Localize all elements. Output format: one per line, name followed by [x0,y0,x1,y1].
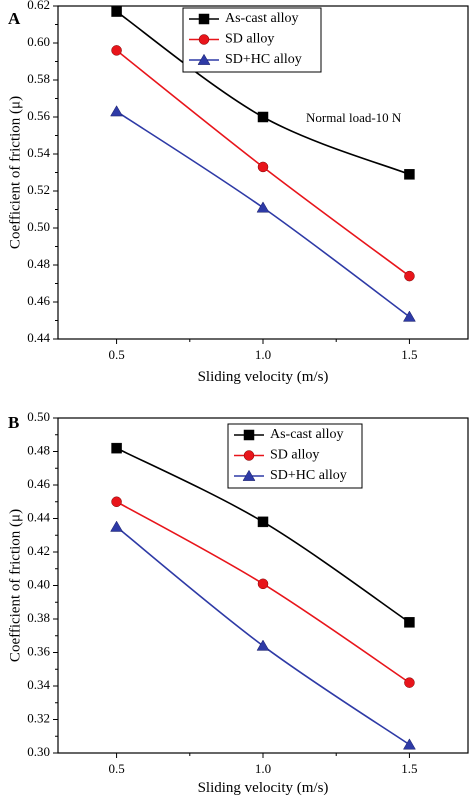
y-tick-label: 0.48 [27,442,50,457]
series-line-2 [116,110,410,318]
y-tick-label: 0.34 [27,677,50,692]
legend-label: SD alloy [225,32,274,47]
data-point [111,442,122,454]
x-tick-label: 0.5 [108,347,124,362]
x-tick-label: 1.0 [255,347,271,362]
chart-panel-a: A 0.44 0.46 0.48 0.50 0.52 0.54 0.56 0.58 0.60 0.6… [7,0,469,385]
legend-label: SD+HC alloy [270,468,347,483]
data-point [110,105,124,117]
data-point [404,677,415,688]
legend-label: SD alloy [270,448,319,463]
x-tick-label: 1.5 [401,347,417,362]
y-tick-label: 0.48 [27,256,50,271]
series-line-2 [116,526,410,746]
chart-panel-b: B 0.30 0.32 0.34 0.36 0.38 0.40 0.42 0.44 0.46 0.4… [7,409,469,796]
data-point [404,169,415,180]
data-point [257,578,269,590]
y-tick-label: 0.46 [27,293,50,308]
x-axis-label: Sliding velocity (m/s) [198,780,329,796]
panel-label: B [8,413,19,432]
y-tick-label: 0.32 [27,710,50,725]
y-tick-label: 0.60 [27,34,50,49]
legend-label: As-cast alloy [270,427,343,442]
x-tick-label: 1.5 [401,761,417,776]
data-point [110,520,124,532]
data-point [402,738,416,750]
x-axis-label: Sliding velocity (m/s) [198,369,329,385]
y-tick-label: 0.52 [27,182,50,197]
y-tick-label: 0.54 [27,145,50,160]
y-axis-label: Coefficient of friction (μ) [7,509,23,662]
data-point [256,201,270,213]
data-point [111,45,122,56]
panel-label: A [8,9,21,28]
data-point [257,111,269,123]
y-tick-label: 0.62 [27,0,50,12]
y-tick-label: 0.58 [27,71,50,86]
legend-marker [197,53,211,65]
y-tick-label: 0.56 [27,108,50,123]
series-line-1 [116,501,410,684]
legend-label: SD+HC alloy [225,52,302,67]
annotation-text: Normal load-10 N [306,110,402,125]
legend-marker [198,34,210,45]
legend-label: As-cast alloy [225,11,298,26]
y-tick-label: 0.44 [27,330,50,345]
y-tick-label: 0.50 [27,409,50,424]
y-tick-label: 0.40 [27,576,50,591]
y-tick-label: 0.46 [27,476,50,491]
data-point [111,6,122,17]
y-tick-label: 0.30 [27,744,50,759]
data-point [404,617,415,628]
y-axis-label: Coefficient of friction (μ) [7,96,23,249]
data-point [257,516,269,528]
y-tick-label: 0.36 [27,643,50,658]
y-tick-label: 0.42 [27,543,50,558]
data-point [257,161,269,173]
legend-marker [243,429,255,441]
legend-marker [243,450,255,461]
data-point [256,639,270,651]
legend-marker [198,13,210,25]
y-tick-label: 0.44 [27,509,50,524]
x-tick-label: 0.5 [108,761,124,776]
legend-marker [242,469,256,481]
y-tick-label: 0.38 [27,610,50,625]
data-point [402,310,416,322]
y-tick-label: 0.50 [27,219,50,234]
x-tick-label: 1.0 [255,761,271,776]
data-point [111,496,122,507]
data-point [404,270,415,282]
